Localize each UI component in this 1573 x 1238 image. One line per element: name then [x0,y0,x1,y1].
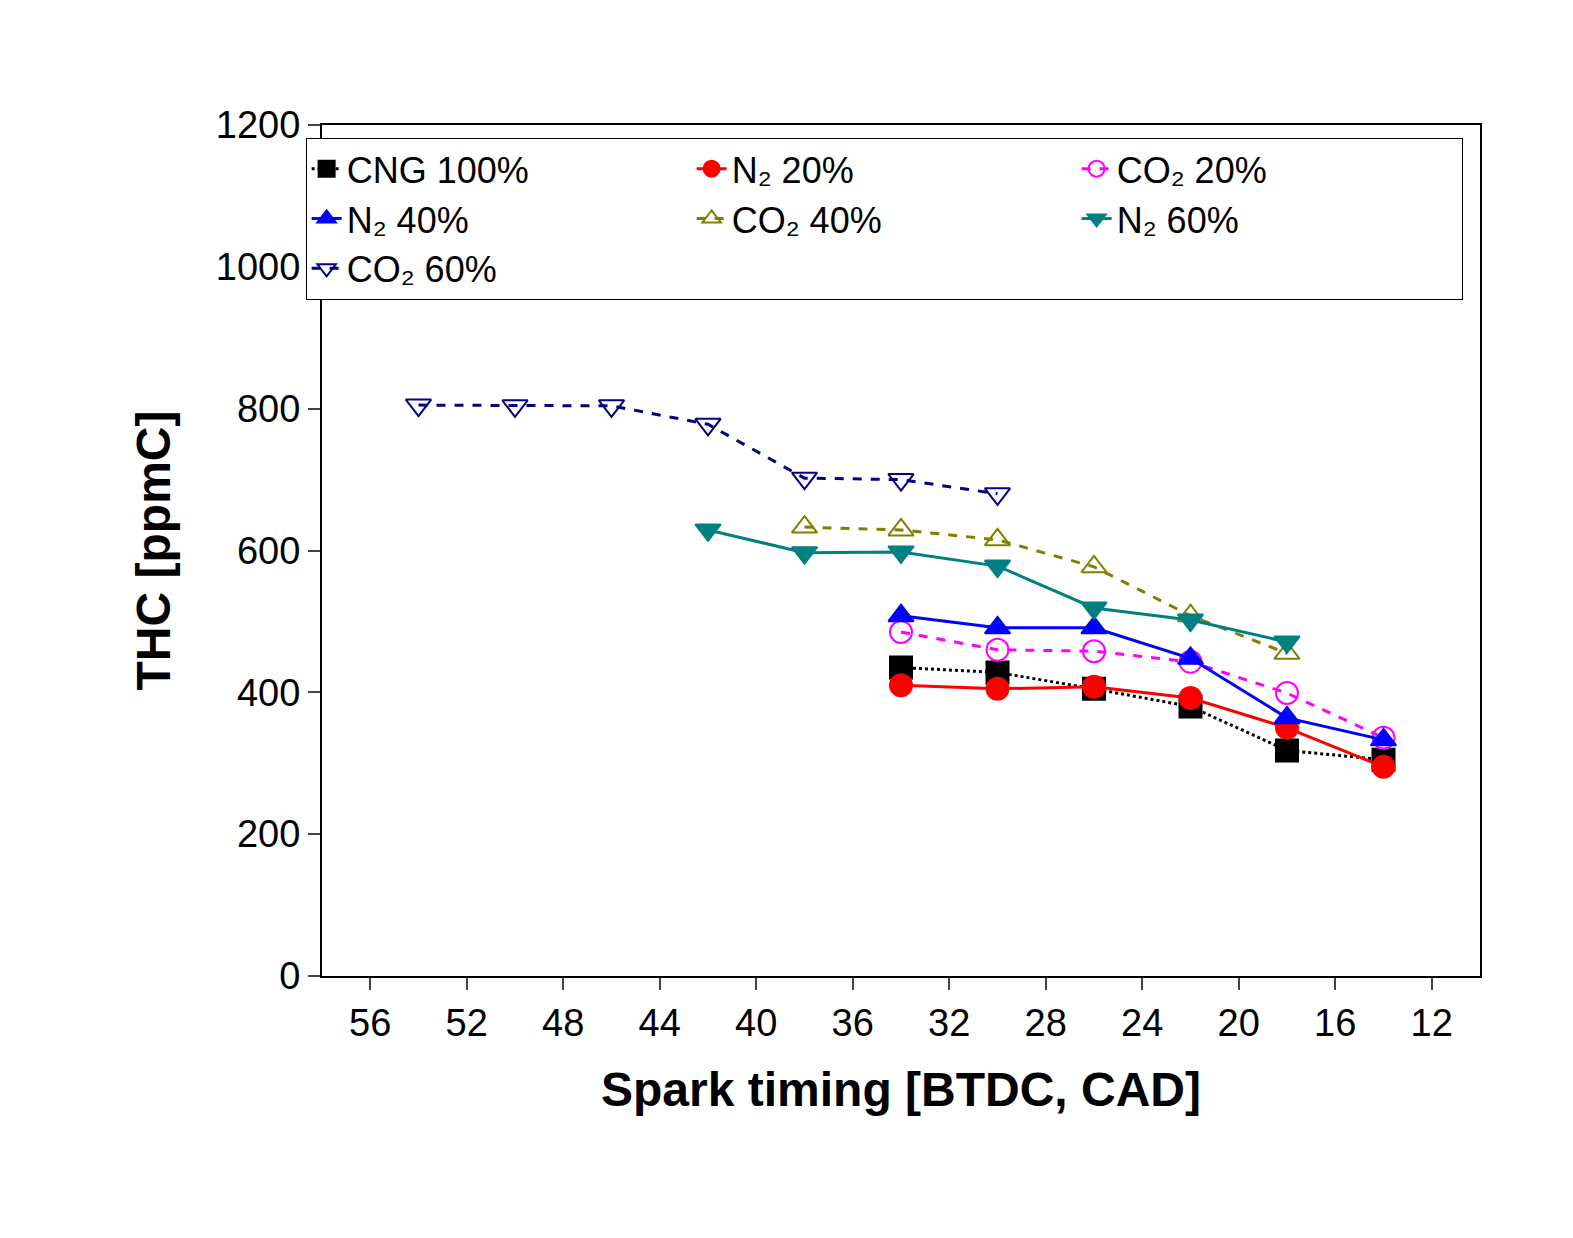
svg-text:N₂ 60%: N₂ 60% [1117,200,1239,241]
svg-text:800: 800 [237,388,300,430]
svg-text:N₂ 20%: N₂ 20% [732,150,854,191]
svg-text:Spark timing [BTDC, CAD]: Spark timing [BTDC, CAD] [601,1063,1201,1116]
svg-text:12: 12 [1411,1002,1453,1044]
svg-text:16: 16 [1314,1002,1356,1044]
svg-text:CNG 100%: CNG 100% [347,150,529,191]
svg-text:THC [ppmC]: THC [ppmC] [127,411,180,691]
svg-text:48: 48 [542,1002,584,1044]
svg-text:1000: 1000 [216,246,301,288]
svg-text:1200: 1200 [216,104,301,146]
svg-text:32: 32 [928,1002,970,1044]
svg-text:CO₂ 20%: CO₂ 20% [1117,150,1267,191]
svg-text:24: 24 [1121,1002,1163,1044]
svg-text:600: 600 [237,530,300,572]
svg-text:52: 52 [446,1002,488,1044]
svg-text:36: 36 [832,1002,874,1044]
svg-text:CO₂ 60%: CO₂ 60% [347,249,497,290]
svg-text:CO₂ 40%: CO₂ 40% [732,200,882,241]
svg-text:0: 0 [279,955,300,997]
svg-text:400: 400 [237,672,300,714]
svg-text:N₂ 40%: N₂ 40% [347,200,469,241]
svg-text:56: 56 [349,1002,391,1044]
svg-text:20: 20 [1218,1002,1260,1044]
svg-text:44: 44 [639,1002,681,1044]
svg-text:28: 28 [1025,1002,1067,1044]
svg-text:40: 40 [735,1002,777,1044]
svg-text:200: 200 [237,813,300,855]
